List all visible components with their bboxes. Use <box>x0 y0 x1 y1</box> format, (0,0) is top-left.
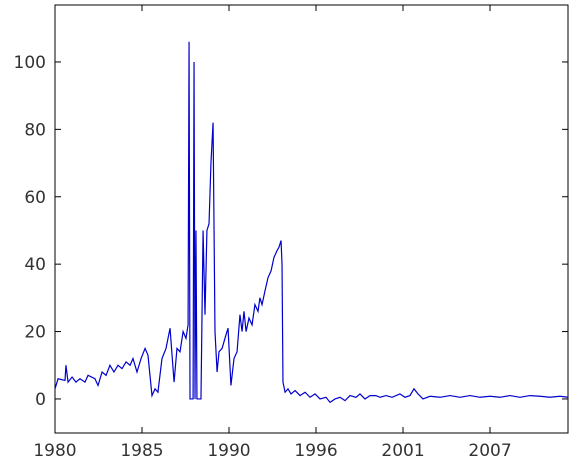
y-tick-label: 40 <box>24 255 46 275</box>
y-tick-label: 80 <box>24 120 46 140</box>
y-tick-label: 100 <box>14 53 46 73</box>
data-line <box>54 41 569 404</box>
x-tick-label: 2001 <box>381 441 424 461</box>
x-tick-label: 1980 <box>33 441 76 461</box>
y-tick-label: 0 <box>35 390 46 410</box>
x-tick-label: 2007 <box>468 441 511 461</box>
plot-frame <box>54 4 569 434</box>
x-tick-label: 1990 <box>207 441 250 461</box>
x-tick-label: 1996 <box>294 441 337 461</box>
y-tick-label: 60 <box>24 188 46 208</box>
y-tick-label: 20 <box>24 323 46 343</box>
x-tick-label: 1985 <box>120 441 163 461</box>
